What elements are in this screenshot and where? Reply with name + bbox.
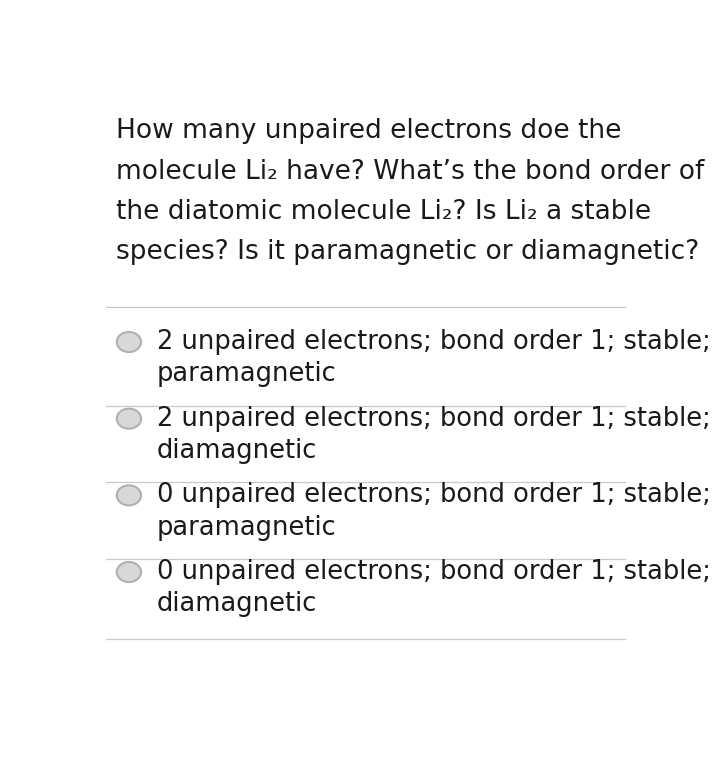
Text: How many unpaired electrons doe the: How many unpaired electrons doe the <box>116 119 621 145</box>
Ellipse shape <box>117 562 141 582</box>
Text: 2 unpaired electrons; bond order 1; stable;: 2 unpaired electrons; bond order 1; stab… <box>157 329 710 355</box>
Text: diamagnetic: diamagnetic <box>157 438 317 464</box>
Ellipse shape <box>117 486 141 506</box>
Text: 0 unpaired electrons; bond order 1; stable;: 0 unpaired electrons; bond order 1; stab… <box>157 483 710 509</box>
Text: molecule Li₂ have? What’s the bond order of: molecule Li₂ have? What’s the bond order… <box>116 159 704 185</box>
Ellipse shape <box>117 408 141 429</box>
Text: 0 unpaired electrons; bond order 1; stable;: 0 unpaired electrons; bond order 1; stab… <box>157 559 710 585</box>
Ellipse shape <box>117 332 141 352</box>
Text: diamagnetic: diamagnetic <box>157 591 317 617</box>
Text: paramagnetic: paramagnetic <box>157 362 337 388</box>
Text: paramagnetic: paramagnetic <box>157 515 337 541</box>
Text: species? Is it paramagnetic or diamagnetic?: species? Is it paramagnetic or diamagnet… <box>116 239 699 265</box>
Text: the diatomic molecule Li₂? Is Li₂ a stable: the diatomic molecule Li₂? Is Li₂ a stab… <box>116 198 651 224</box>
Text: 2 unpaired electrons; bond order 1; stable;: 2 unpaired electrons; bond order 1; stab… <box>157 406 710 432</box>
